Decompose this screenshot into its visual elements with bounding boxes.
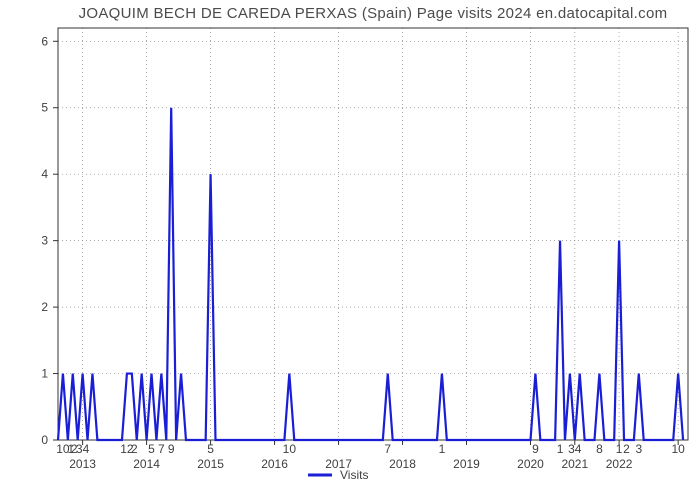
- point-label: 9: [532, 442, 539, 456]
- line-chart: 0123456201320142015201620172018201920202…: [0, 0, 700, 500]
- x-year-label: 2013: [69, 457, 96, 471]
- x-year-label: 2016: [261, 457, 288, 471]
- x-year-label: 2021: [561, 457, 588, 471]
- point-label: 9: [168, 442, 175, 456]
- x-year-label: 2019: [453, 457, 480, 471]
- point-label: 5: [148, 442, 155, 456]
- point-label: 34: [568, 442, 582, 456]
- x-year-label: 2022: [606, 457, 633, 471]
- y-tick-label: 0: [41, 433, 48, 447]
- x-year-label: 2020: [517, 457, 544, 471]
- point-label: 2: [131, 442, 138, 456]
- point-label: 1: [439, 442, 446, 456]
- point-label: 8: [596, 442, 603, 456]
- x-year-label: 2018: [389, 457, 416, 471]
- y-tick-label: 6: [41, 34, 48, 48]
- y-tick-label: 1: [41, 367, 48, 381]
- point-label: 7: [158, 442, 165, 456]
- legend-label: Visits: [340, 468, 368, 482]
- x-year-label: 2014: [133, 457, 160, 471]
- point-label: 7: [384, 442, 391, 456]
- point-label: 2: [623, 442, 630, 456]
- y-tick-label: 2: [41, 300, 48, 314]
- point-label: 5: [207, 442, 214, 456]
- point-label: 3: [635, 442, 642, 456]
- y-tick-label: 5: [41, 101, 48, 115]
- y-tick-label: 3: [41, 234, 48, 248]
- point-label: 1: [557, 442, 564, 456]
- point-label: 34: [76, 442, 90, 456]
- y-tick-label: 4: [41, 167, 48, 181]
- point-label: 10: [671, 442, 685, 456]
- chart-title: JOAQUIM BECH DE CAREDA PERXAS (Spain) Pa…: [79, 5, 668, 22]
- point-label: 10: [283, 442, 297, 456]
- point-label: 1: [616, 442, 623, 456]
- x-year-label: 2015: [197, 457, 224, 471]
